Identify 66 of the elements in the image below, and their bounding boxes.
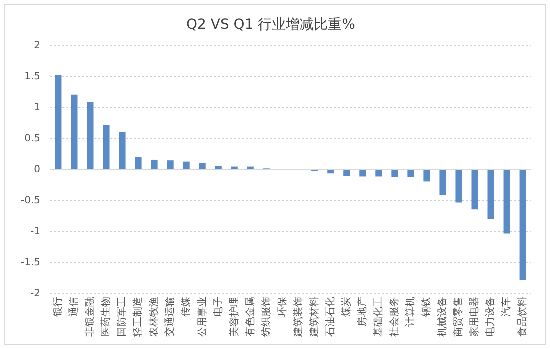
bar <box>504 170 510 234</box>
x-tick-label: 钢铁 <box>420 297 432 318</box>
x-tick-label: 传媒 <box>181 297 192 317</box>
bar <box>199 163 206 170</box>
x-tick-label: 机械设备 <box>436 297 449 337</box>
x-tick-label: 电子 <box>212 297 224 317</box>
bar <box>55 74 62 170</box>
x-tick-label: 计算机 <box>404 297 416 327</box>
bar <box>392 170 398 178</box>
x-tick-label: 通信 <box>68 297 80 317</box>
y-tick-label: -1.5 <box>20 258 41 269</box>
bar <box>328 170 334 174</box>
x-tick-label: 房地产 <box>356 297 368 327</box>
x-tick-label: 家用电器 <box>468 297 481 337</box>
bar <box>408 170 414 178</box>
y-tick-label: -2 <box>30 288 41 300</box>
x-tick-label: 食品饮料 <box>516 297 529 337</box>
y-tick-label: 0.5 <box>24 133 41 144</box>
bar <box>231 166 238 170</box>
bar <box>360 170 366 177</box>
x-tick-label: 银行 <box>53 297 64 318</box>
x-tick-label: 交通运输 <box>164 297 176 337</box>
bar <box>520 170 526 280</box>
bar <box>71 94 78 170</box>
bar <box>488 170 494 220</box>
x-tick-label: 非银金融 <box>84 297 96 337</box>
bar <box>87 102 94 170</box>
bar <box>103 125 110 170</box>
bar <box>456 170 462 203</box>
chart-title: Q2 VS Q1 行业增减比重% <box>186 17 356 34</box>
x-tick-label: 建筑材料 <box>308 297 320 338</box>
bar <box>135 157 142 170</box>
x-tick-label: 公用事业 <box>196 297 208 337</box>
x-tick-label: 基础化工 <box>372 297 384 337</box>
bar <box>424 170 430 182</box>
x-tick-label: 电力设备 <box>484 297 497 337</box>
bar <box>248 166 254 170</box>
x-tick-label: 社会服务 <box>388 297 400 337</box>
x-tick-label: 纺织服饰 <box>260 297 272 337</box>
bar <box>472 170 478 210</box>
y-tick-label: 2 <box>34 40 41 52</box>
y-tick-label: 0 <box>34 164 41 176</box>
x-tick-label: 商贸零售 <box>452 297 465 337</box>
y-tick-label: 1.5 <box>24 71 41 82</box>
x-tick-label: 国防军工 <box>116 297 128 337</box>
bar <box>151 160 158 170</box>
x-tick-label: 煤炭 <box>340 297 352 317</box>
bar <box>167 160 174 170</box>
bar <box>344 170 350 176</box>
bar <box>440 170 446 196</box>
x-tick-label: 有色金属 <box>244 297 256 337</box>
x-tick-label: 农林牧渔 <box>148 297 160 337</box>
y-tick-label: -0.5 <box>20 196 41 207</box>
x-tick-label: 医药生物 <box>100 297 112 337</box>
x-tick-label: 轻工制造 <box>132 297 144 337</box>
y-tick-label: -1 <box>30 226 41 238</box>
y-tick-label: 1 <box>34 102 41 114</box>
bar <box>376 170 382 177</box>
x-tick-label: 汽车 <box>500 297 513 317</box>
x-tick-label: 石油石化 <box>324 297 336 337</box>
x-tick-label: 美容护理 <box>228 297 240 337</box>
bar <box>183 162 190 170</box>
bar <box>215 166 222 170</box>
x-tick-label: 建筑装饰 <box>292 297 304 338</box>
bar <box>119 132 126 170</box>
x-tick-label: 环保 <box>277 297 288 317</box>
